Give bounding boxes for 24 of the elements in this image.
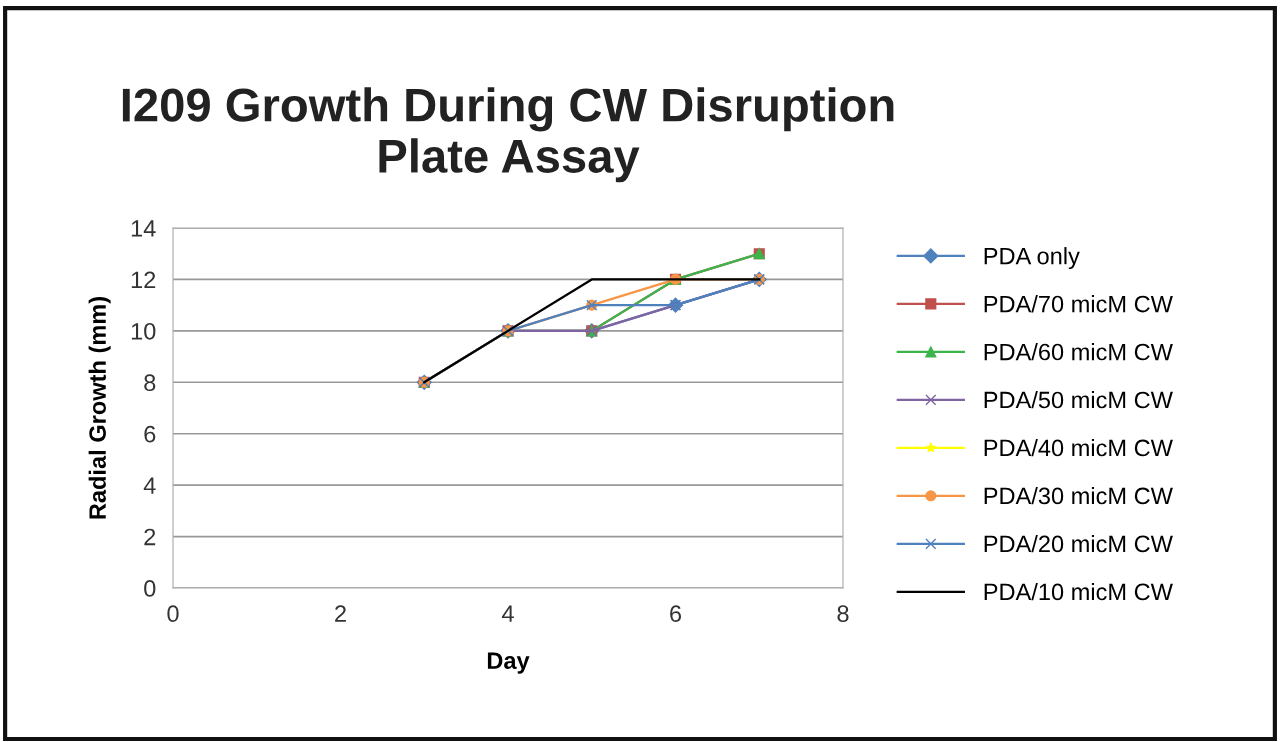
legend-label: PDA/30 micM CW — [984, 486, 1173, 505]
y-tick-label: 12 — [131, 271, 156, 288]
legend-label: PDA only — [984, 247, 1080, 270]
x-tick-label: 8 — [837, 605, 849, 623]
x-axis-title: Day — [487, 652, 530, 674]
y-tick-label: 0 — [144, 580, 156, 597]
y-tick-label: 10 — [131, 322, 156, 340]
y-tick-label: 8 — [144, 374, 156, 392]
y-tick-label: 6 — [144, 425, 156, 443]
y-tick-label: 2 — [144, 528, 156, 546]
y-axis-title: Radial Growth (mm) — [88, 297, 111, 519]
x-tick-label: 2 — [335, 605, 346, 622]
legend-label: PDA/50 micM CW — [984, 391, 1173, 409]
y-tick-label: 14 — [131, 220, 156, 237]
legend-label: PDA/20 micM CW — [984, 534, 1173, 553]
y-tick-label: 4 — [143, 477, 156, 494]
legend-label: PDA/10 micM CW — [984, 582, 1173, 601]
chart-title: I209 Growth During CW Disruption Plate Assay — [122, 87, 894, 183]
legend-label: PDA/60 micM CW — [984, 343, 1173, 361]
x-tick-label: 4 — [501, 605, 514, 622]
legend-label: PDA/40 micM CW — [984, 438, 1173, 457]
legend-label: PDA/70 micM CW — [984, 295, 1173, 313]
x-tick-label: 0 — [167, 605, 179, 623]
x-tick-label: 6 — [670, 605, 682, 623]
